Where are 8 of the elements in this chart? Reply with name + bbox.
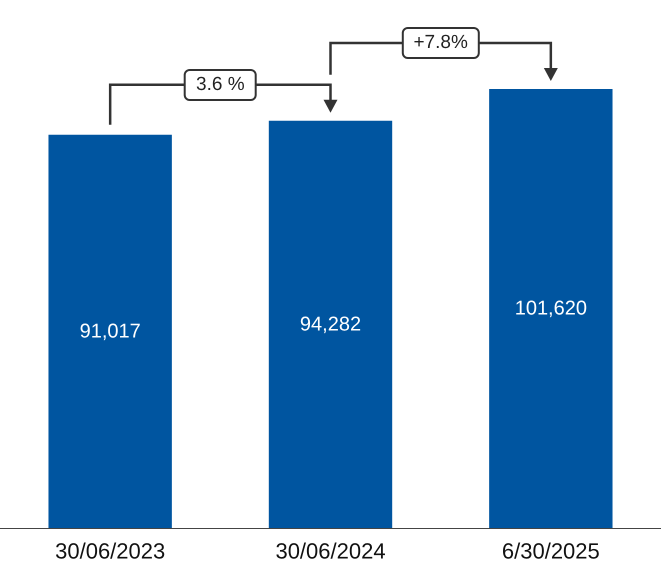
- data-label: 101,620: [514, 298, 587, 320]
- text: +7.8%: [401, 27, 480, 59]
- x-tick-label: 30/06/2024: [275, 538, 386, 564]
- x-tick-label: 6/30/2025: [502, 538, 600, 564]
- data-label: 91,017: [80, 320, 141, 342]
- data-label: 94,282: [300, 313, 362, 336]
- x-tick-label: 30/06/2023: [55, 538, 166, 564]
- annotation: 3.6 %: [184, 68, 257, 101]
